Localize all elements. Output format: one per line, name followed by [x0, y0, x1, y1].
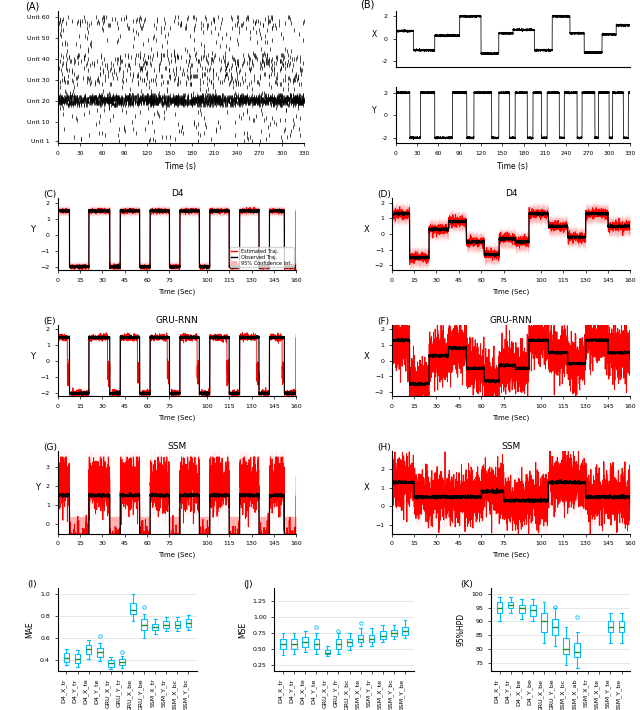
- Text: (B): (B): [360, 0, 375, 9]
- Legend: Estimated Traj., Observed Traj., 95% Confidence Int.: Estimated Traj., Observed Traj., 95% Con…: [230, 247, 294, 268]
- PathPatch shape: [152, 623, 158, 630]
- Text: (H): (H): [378, 443, 391, 452]
- PathPatch shape: [75, 655, 81, 663]
- PathPatch shape: [380, 631, 385, 639]
- PathPatch shape: [314, 639, 319, 649]
- Y-axis label: X: X: [364, 484, 369, 493]
- Text: (K): (K): [460, 580, 473, 589]
- Text: (A): (A): [26, 1, 40, 11]
- X-axis label: Time (Sec): Time (Sec): [158, 288, 196, 295]
- Y-axis label: Y: Y: [35, 484, 40, 493]
- Title: GRU-RNN: GRU-RNN: [156, 315, 198, 324]
- Y-axis label: Y: Y: [30, 351, 35, 361]
- X-axis label: Time (Sec): Time (Sec): [158, 415, 196, 421]
- Text: (I): (I): [27, 580, 36, 589]
- PathPatch shape: [186, 619, 191, 627]
- PathPatch shape: [391, 630, 397, 636]
- PathPatch shape: [607, 621, 613, 633]
- PathPatch shape: [119, 659, 125, 665]
- PathPatch shape: [358, 635, 364, 643]
- PathPatch shape: [108, 660, 113, 667]
- Y-axis label: Y: Y: [30, 225, 35, 234]
- PathPatch shape: [508, 602, 513, 608]
- PathPatch shape: [497, 602, 502, 613]
- PathPatch shape: [596, 693, 602, 709]
- PathPatch shape: [97, 648, 102, 657]
- Y-axis label: X: X: [364, 351, 369, 361]
- PathPatch shape: [369, 635, 374, 643]
- Text: (J): (J): [243, 580, 253, 589]
- Text: (D): (D): [378, 190, 391, 200]
- PathPatch shape: [586, 696, 591, 710]
- PathPatch shape: [552, 618, 558, 635]
- PathPatch shape: [280, 639, 286, 649]
- PathPatch shape: [519, 605, 525, 613]
- Y-axis label: X: X: [364, 225, 369, 234]
- X-axis label: Time (Sec): Time (Sec): [492, 552, 530, 558]
- Y-axis label: MAE: MAE: [26, 621, 35, 638]
- Title: SSM: SSM: [167, 442, 186, 451]
- Title: D4: D4: [171, 189, 183, 198]
- X-axis label: Time (Sec): Time (Sec): [492, 415, 530, 421]
- PathPatch shape: [619, 621, 624, 633]
- Text: (E): (E): [44, 317, 56, 326]
- PathPatch shape: [530, 605, 536, 616]
- PathPatch shape: [175, 621, 180, 628]
- PathPatch shape: [130, 603, 136, 613]
- Text: (C): (C): [44, 190, 56, 200]
- X-axis label: Time (s): Time (s): [165, 162, 196, 170]
- PathPatch shape: [324, 650, 330, 654]
- PathPatch shape: [303, 638, 308, 648]
- Title: SSM: SSM: [502, 442, 521, 451]
- X-axis label: Time (s): Time (s): [497, 162, 529, 170]
- Y-axis label: Y: Y: [372, 106, 377, 115]
- Text: (G): (G): [44, 443, 58, 452]
- Y-axis label: X: X: [372, 30, 378, 39]
- Y-axis label: 95%HPD: 95%HPD: [457, 613, 466, 646]
- Y-axis label: MSE: MSE: [238, 622, 247, 638]
- PathPatch shape: [86, 645, 92, 655]
- PathPatch shape: [347, 639, 352, 645]
- PathPatch shape: [64, 653, 69, 662]
- PathPatch shape: [163, 621, 169, 628]
- Title: D4: D4: [505, 189, 517, 198]
- X-axis label: Time (Sec): Time (Sec): [158, 552, 196, 558]
- PathPatch shape: [336, 639, 341, 649]
- X-axis label: Time (Sec): Time (Sec): [492, 288, 530, 295]
- PathPatch shape: [563, 638, 569, 655]
- PathPatch shape: [141, 619, 147, 630]
- PathPatch shape: [291, 639, 297, 649]
- Text: (F): (F): [378, 317, 390, 326]
- PathPatch shape: [541, 613, 547, 633]
- Title: GRU-RNN: GRU-RNN: [490, 315, 532, 324]
- PathPatch shape: [402, 626, 408, 635]
- PathPatch shape: [575, 643, 580, 657]
